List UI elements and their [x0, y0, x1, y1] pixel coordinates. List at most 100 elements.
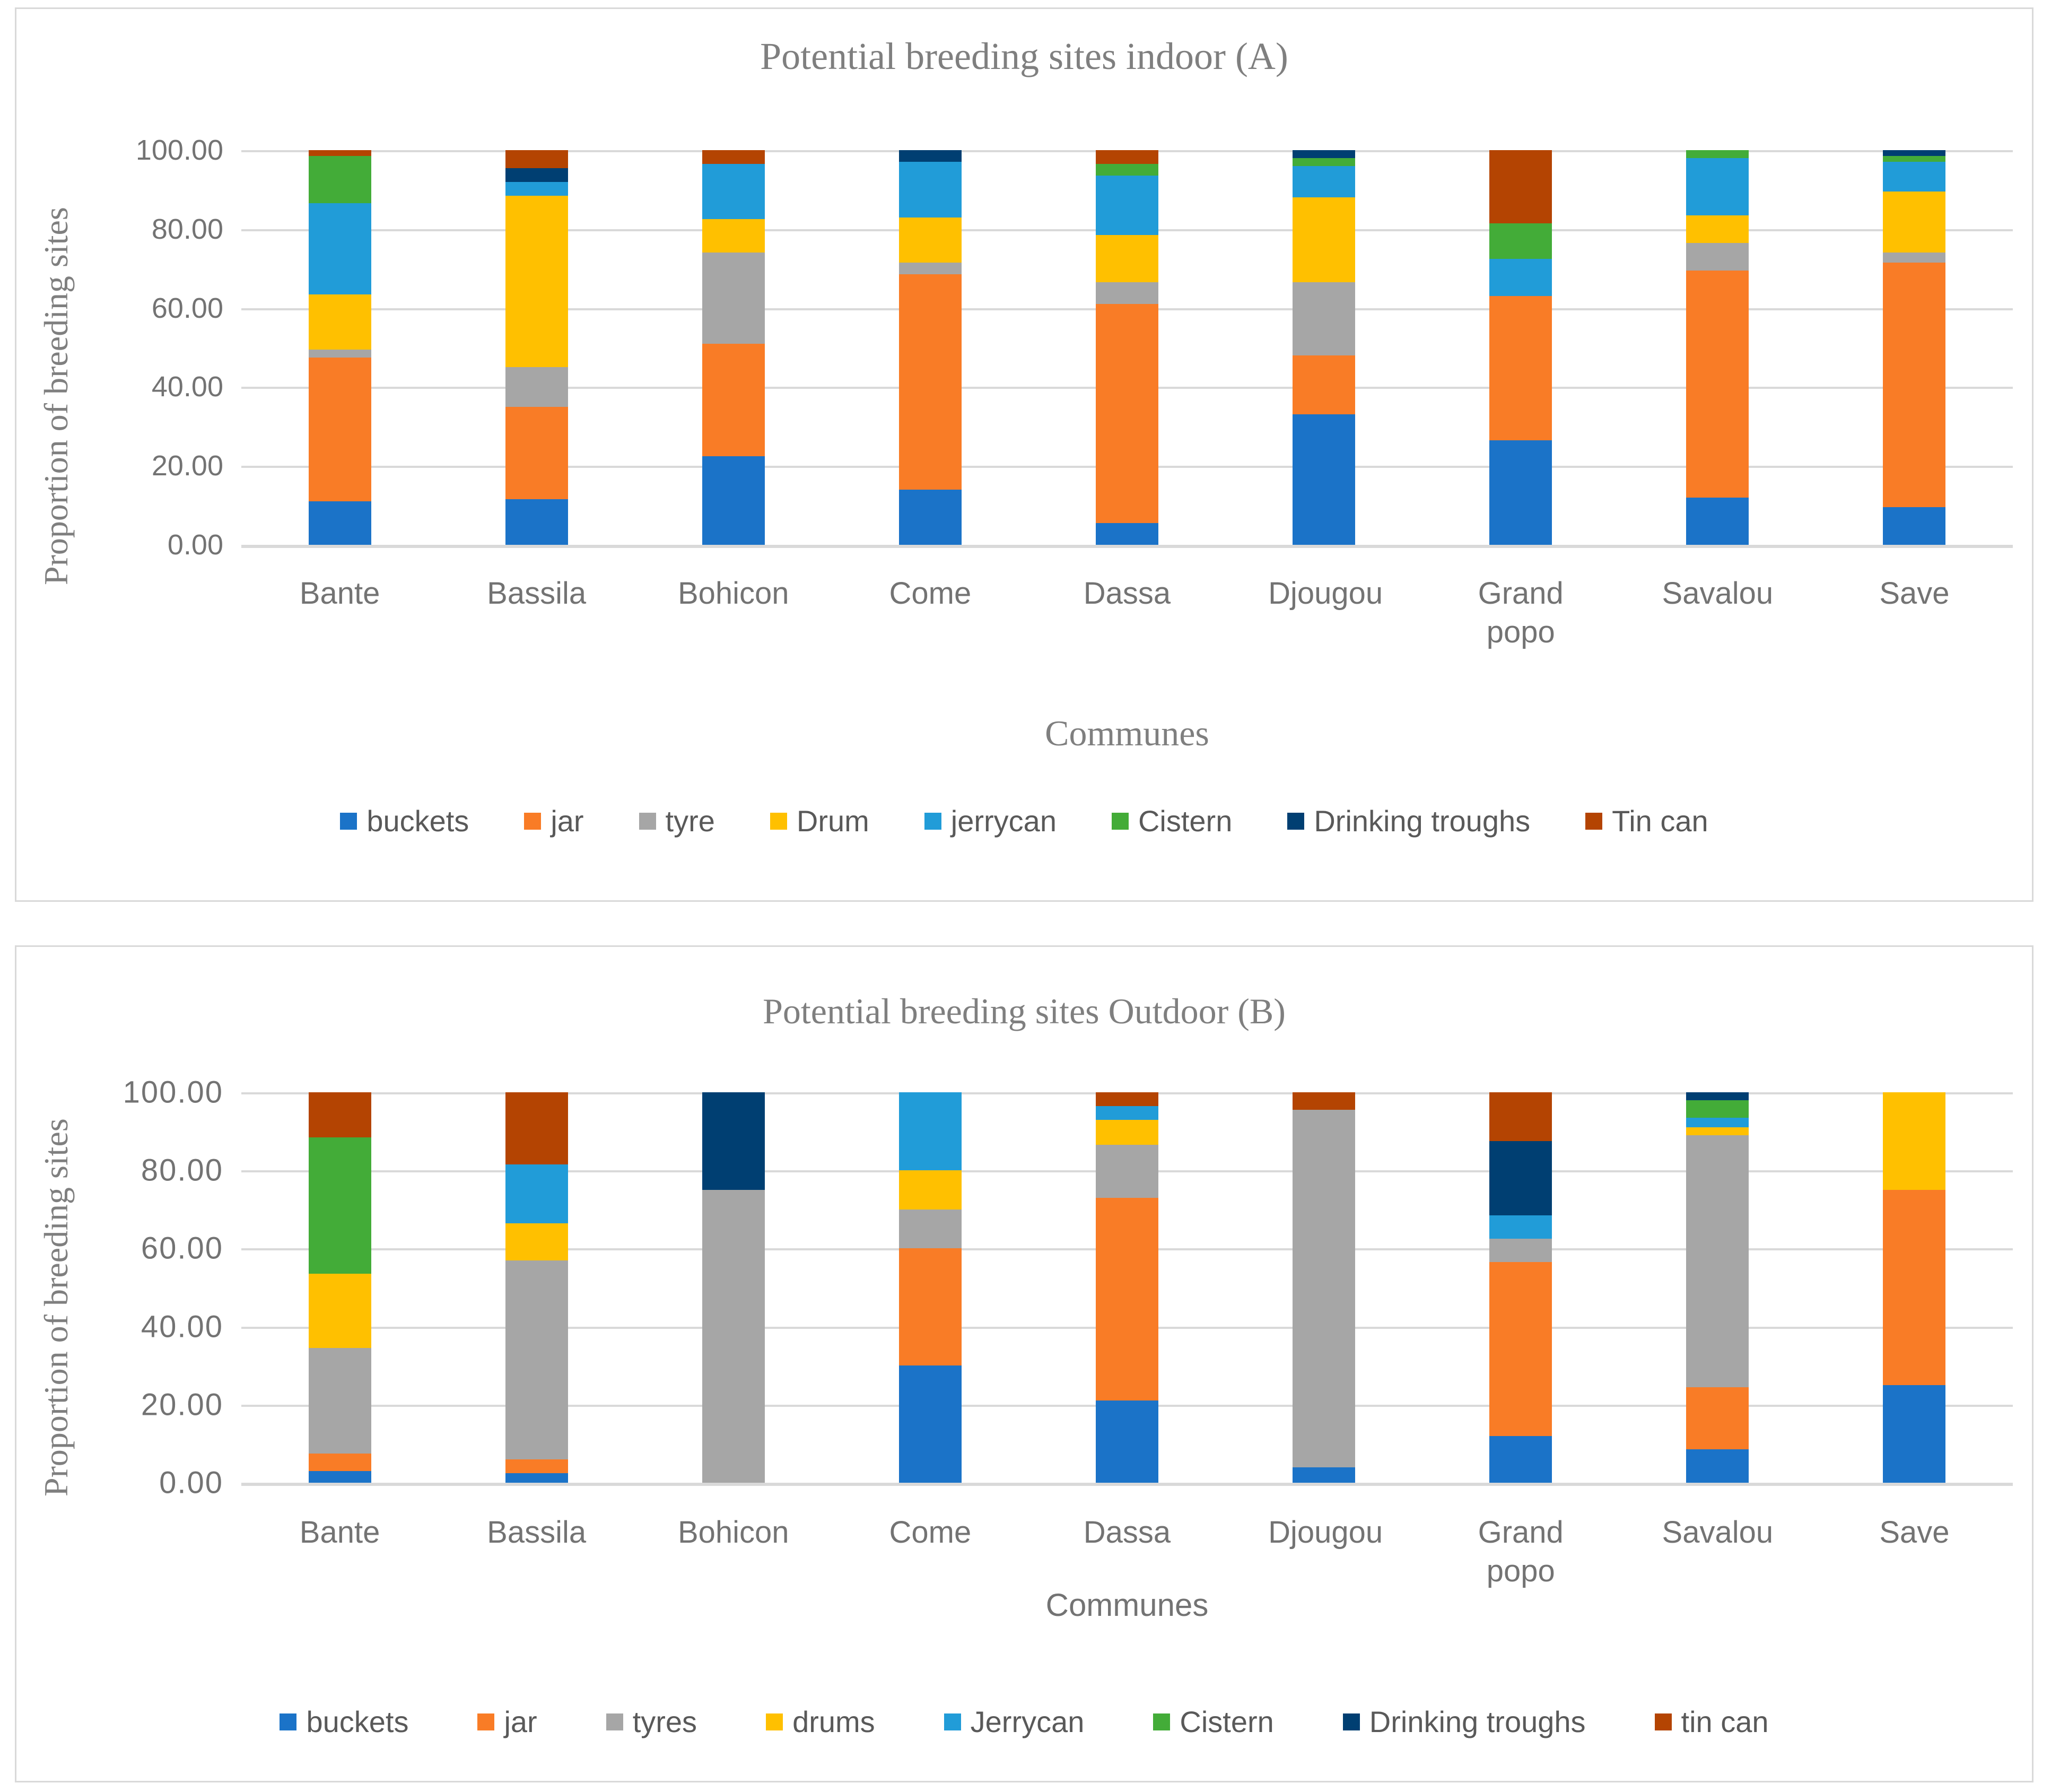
chart-title: Potential breeding sites indoor (A) [760, 35, 1288, 77]
category-label: Bohicon [635, 575, 832, 651]
bar-segment-drinking-troughs [702, 1092, 765, 1190]
chart-panel-indoor: Potential breeding sites indoor (A) Prop… [15, 7, 2033, 902]
bar-segment-tyres [898, 1209, 962, 1249]
legend-item: Cistern [1153, 1704, 1274, 1739]
bar-segment-buckets [1686, 497, 1749, 545]
legend-item: Drinking troughs [1342, 1704, 1586, 1739]
category-label-text: Savalou [1662, 576, 1774, 611]
bar-segment-tin-can [1293, 1092, 1356, 1110]
bar-segment-cistern [1883, 156, 1946, 162]
legend-item: drums [766, 1704, 875, 1739]
bar-segment-jerrycan [702, 164, 765, 220]
y-tick-label: 40.00 [141, 1309, 223, 1344]
category-label: Savalou [1619, 1513, 1816, 1590]
legend-swatch [340, 812, 357, 830]
bar-segment-jerrycan [1686, 1117, 1749, 1128]
legend-label: Drum [796, 804, 869, 838]
bar-segment-buckets [308, 1471, 371, 1483]
stacked-bar [505, 1092, 568, 1483]
bar-segment-drum [702, 219, 765, 253]
bar-segment-buckets [1095, 523, 1158, 545]
bar-column [1619, 150, 1816, 545]
bar-segment-jar [1883, 1190, 1946, 1385]
bar-segment-jar [1686, 270, 1749, 498]
category-label: Savalou [1619, 575, 1816, 651]
bar-segment-buckets [1489, 440, 1552, 545]
category-label: Come [832, 1513, 1028, 1590]
bar-segment-drum [1095, 235, 1158, 283]
legend-item: Cistern [1111, 804, 1232, 838]
bar-segment-tin-can [308, 150, 371, 156]
category-label-text: Djougou [1268, 576, 1383, 611]
bar-segment-drinking-troughs [898, 150, 962, 162]
bar-segment-jerrycan [1293, 166, 1356, 198]
category-label-text: Save [1879, 576, 1950, 611]
legend-label: Drinking troughs [1314, 804, 1531, 838]
legend-label: jar [551, 804, 584, 838]
category-label-text: Bohicon [677, 1515, 789, 1550]
bar-segment-drinking-troughs [505, 168, 568, 182]
bar-segment-tyre [505, 367, 568, 407]
bar-segment-tin-can [702, 150, 765, 164]
bar-segment-cistern [308, 156, 371, 204]
bar-segment-tyre [1883, 253, 1946, 263]
plot-area [241, 150, 2013, 548]
chart-panel-outdoor: Potential breeding sites Outdoor (B) Pro… [15, 945, 2033, 1782]
legend-label: Tin can [1612, 804, 1708, 838]
bar-segment-jar [308, 1453, 371, 1471]
stacked-bar [1293, 150, 1356, 545]
stacked-bar [1686, 150, 1749, 545]
bars [241, 1092, 2013, 1483]
stacked-bar [308, 150, 371, 545]
y-tick-label: 20.00 [151, 450, 223, 482]
legend-item: tyre [639, 804, 715, 838]
legend-swatch [1585, 812, 1603, 830]
stacked-bar [1883, 150, 1946, 545]
bar-segment-buckets [1883, 507, 1946, 545]
legend-item: jar [477, 1704, 537, 1739]
category-label-text: Dassa [1083, 576, 1171, 611]
bar-segment-jerrycan [1095, 1106, 1158, 1120]
bar-segment-jar [505, 406, 568, 500]
bar-segment-cistern [1686, 150, 1749, 158]
category-label-text: Grand popo [1478, 576, 1564, 649]
category-label: Djougou [1226, 1513, 1422, 1590]
x-axis-title: Communes [1045, 1587, 1209, 1623]
legend-swatch [944, 1713, 961, 1730]
bar-column [635, 150, 832, 545]
bar-segment-cistern [308, 1137, 371, 1274]
bar-column [1028, 150, 1225, 545]
category-label: Grand popo [1422, 1513, 1619, 1590]
bar-segment-buckets [898, 489, 962, 545]
bars [241, 150, 2013, 545]
bar-segment-cistern [1489, 223, 1552, 259]
bar-segment-buckets [505, 499, 568, 545]
category-label-text: Bassila [487, 576, 587, 611]
legend-label: Cistern [1180, 1705, 1274, 1738]
bar-segment-tyres [702, 1190, 765, 1483]
category-label-text: Dassa [1083, 1515, 1171, 1550]
stacked-bar [1686, 1092, 1749, 1483]
bar-column [1422, 1092, 1619, 1483]
legend-label: tin can [1681, 1705, 1769, 1738]
bar-segment-drum [1293, 197, 1356, 283]
bar-column [1816, 150, 2013, 545]
bar-segment-tyre [308, 349, 371, 358]
y-tick-label: 100.00 [123, 1075, 223, 1110]
bar-segment-buckets [1883, 1385, 1946, 1483]
bar-segment-jar [1686, 1387, 1749, 1450]
category-label: Grand popo [1422, 575, 1619, 651]
bar-segment-jerrycan [308, 203, 371, 294]
bar-segment-jerrycan [898, 162, 962, 218]
category-label: Come [832, 575, 1028, 651]
bar-segment-drinking-troughs [1686, 1092, 1749, 1100]
bar-column [1226, 150, 1422, 545]
category-label-text: Djougou [1268, 1515, 1383, 1550]
legend-item: tyres [606, 1704, 697, 1739]
bar-segment-drums [1883, 1092, 1946, 1190]
bar-segment-buckets [1095, 1400, 1158, 1483]
bar-segment-jar [1095, 304, 1158, 524]
legend: buckets jar tyres drums Jerrycan Cistern Drink… [69, 1704, 1979, 1739]
legend-item: buckets [280, 1704, 408, 1739]
legend-swatch [639, 812, 656, 830]
